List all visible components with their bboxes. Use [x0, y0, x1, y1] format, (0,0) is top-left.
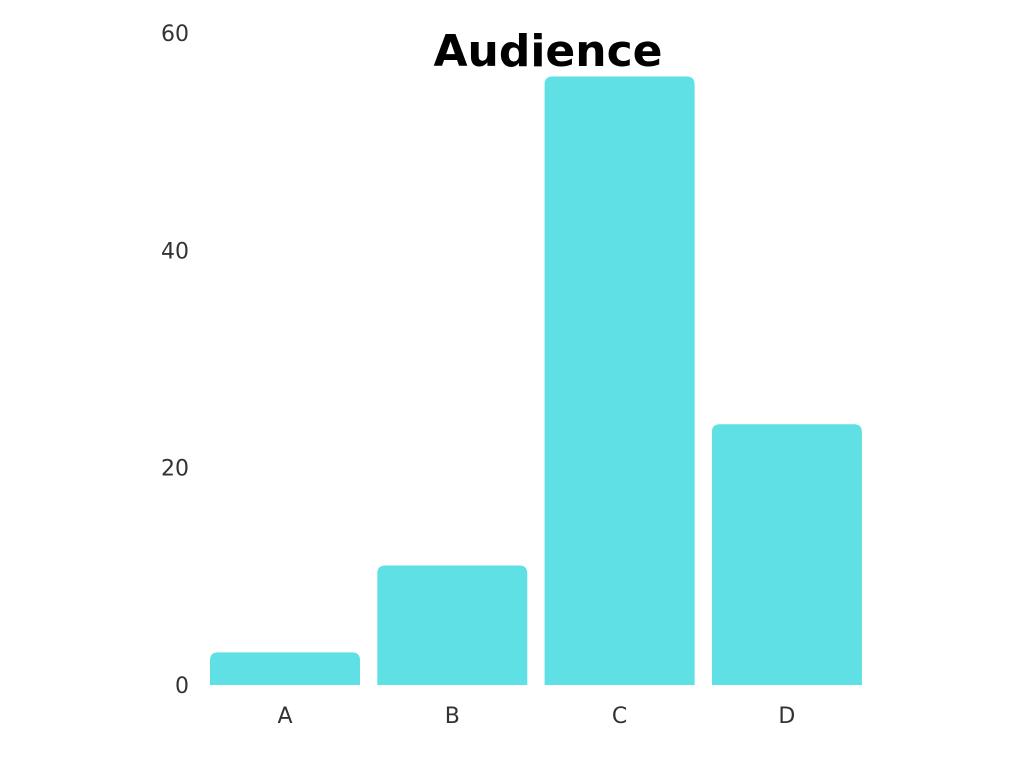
x-category-label: C — [612, 704, 627, 729]
bar-b — [377, 565, 528, 685]
y-tick-label: 0 — [175, 674, 189, 699]
bar-d — [711, 424, 862, 685]
y-tick-label: 40 — [161, 239, 189, 264]
bar-c — [544, 76, 695, 685]
y-axis-tick-labels: 0 20 40 60 — [161, 22, 189, 699]
chart-title: Audience — [433, 26, 662, 77]
x-category-label: B — [445, 704, 460, 729]
y-tick-label: 60 — [161, 22, 189, 47]
x-axis-category-labels: A B C D — [277, 704, 795, 729]
x-category-label: D — [778, 704, 795, 729]
x-category-label: A — [277, 704, 292, 729]
y-tick-label: 20 — [161, 457, 189, 482]
bars — [210, 76, 862, 685]
bar-a — [210, 652, 360, 685]
